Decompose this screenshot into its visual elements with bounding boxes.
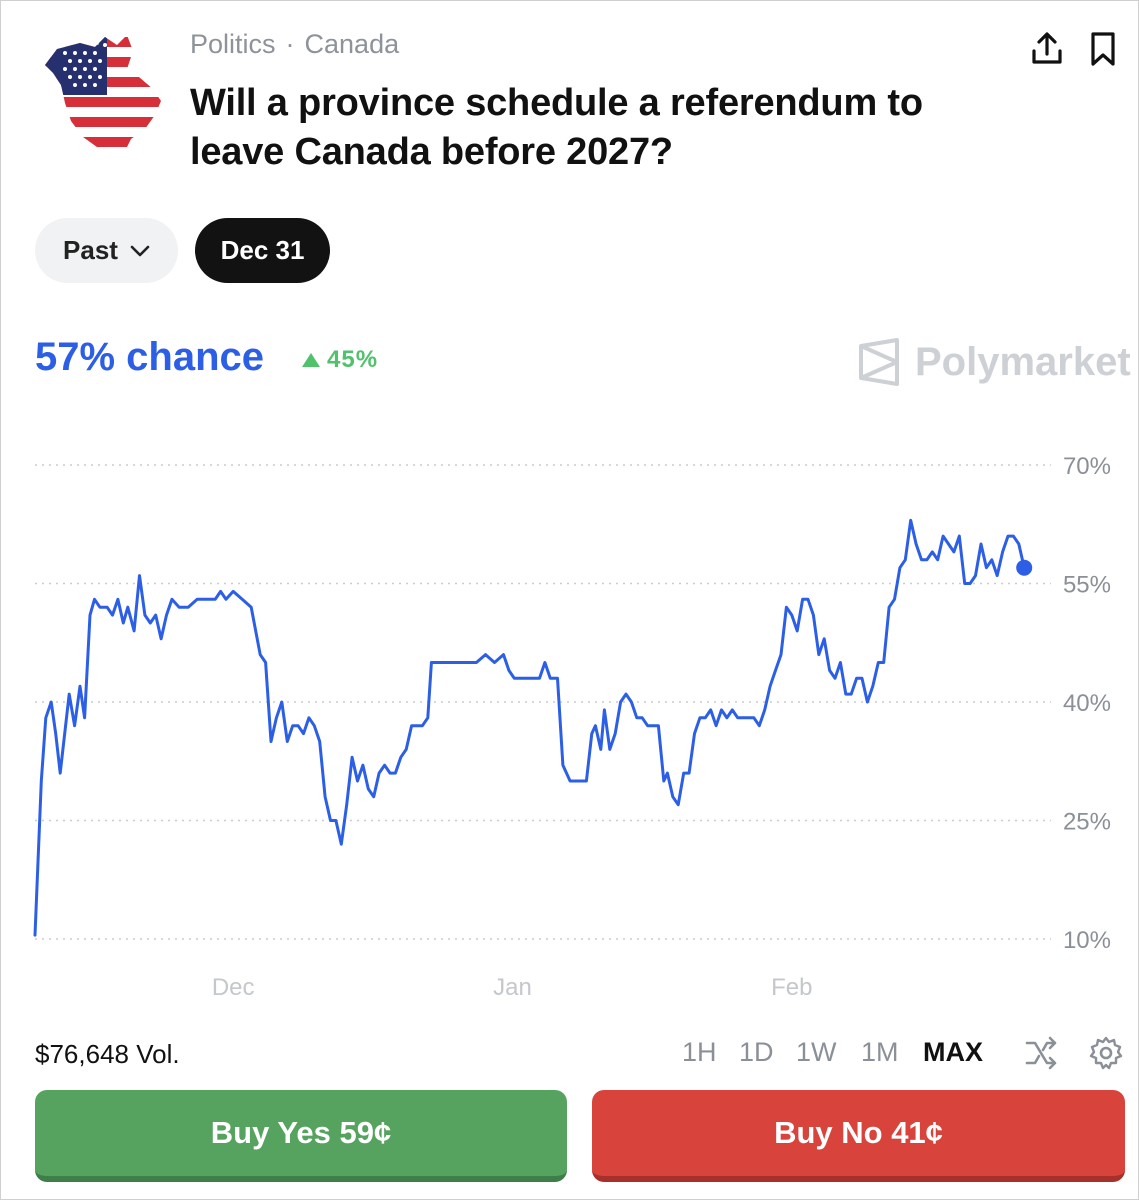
chevron-down-icon [130,245,150,256]
date-button-dec-31[interactable]: Dec 31 [195,218,330,283]
shuffle-button[interactable] [1023,1035,1059,1071]
past-label: Past [63,235,118,265]
x-axis-ticks: Dec Jan Feb [212,974,813,1001]
triangle-up-icon [302,353,320,367]
category-link[interactable]: Politics [190,29,276,59]
gear-icon [1089,1036,1123,1070]
change-value: 45% [327,346,379,373]
chance-value: 57% chance [35,335,265,379]
x-tick-label: Jan [493,974,532,1001]
buy-yes-button[interactable]: Buy Yes 59¢ [35,1090,567,1182]
date-label: Dec 31 [220,235,305,265]
polymarket-logo-icon [859,338,899,386]
settings-button[interactable] [1088,1035,1124,1071]
brand-name: Polymarket [915,339,1131,384]
share-upload-icon [1032,32,1062,64]
breadcrumb: Politics · Canada [190,29,399,60]
bookmark-icon [1091,32,1115,66]
y-tick-label: 70% [1063,453,1111,480]
y-axis-ticks: 70% 55% 40% 25% 10% [1063,453,1111,954]
price-history-chart: 70% 55% 40% 25% 10% Dec Jan Feb [33,453,1111,1001]
range-1h[interactable]: 1H [682,1037,717,1067]
polymarket-logo: Polymarket [857,338,1131,386]
bookmark-button[interactable] [1083,29,1123,69]
shuffle-icon [1025,1036,1057,1070]
share-button[interactable] [1027,29,1067,69]
change-indicator: 45% [301,346,378,374]
past-dropdown[interactable]: Past [35,218,178,283]
x-tick-label: Dec [212,974,255,1001]
range-1w[interactable]: 1W [796,1037,837,1067]
x-tick-label: Feb [771,974,812,1001]
buy-no-button[interactable]: Buy No 41¢ [592,1090,1125,1182]
y-tick-label: 55% [1063,572,1111,599]
breadcrumb-separator: · [285,29,295,59]
chart-grid [35,464,1051,940]
series-line [33,518,1026,937]
subcategory-link[interactable]: Canada [304,29,400,59]
volume-label: $76,648 Vol. [35,1039,180,1069]
last-point-marker [1016,559,1033,576]
flag-map-icon [45,35,161,155]
market-title: Will a province schedule a referendum to… [190,82,923,173]
y-tick-label: 10% [1063,927,1111,954]
range-max[interactable]: MAX [923,1037,983,1067]
range-1d[interactable]: 1D [739,1037,774,1067]
y-tick-label: 25% [1063,809,1111,836]
y-tick-label: 40% [1063,690,1111,717]
range-1m[interactable]: 1M [861,1037,899,1067]
